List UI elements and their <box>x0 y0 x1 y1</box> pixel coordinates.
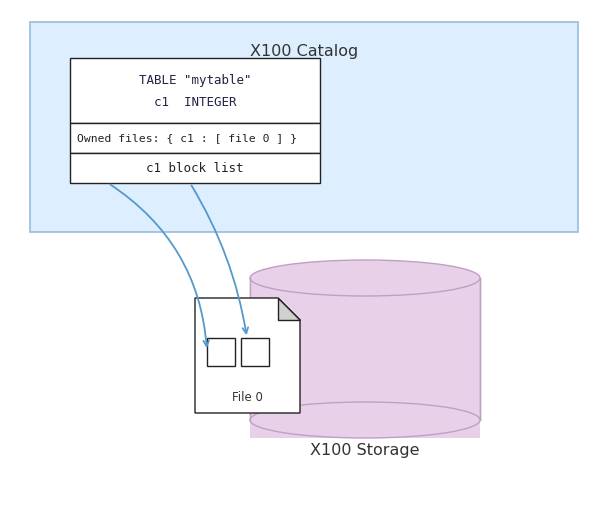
Ellipse shape <box>250 260 480 296</box>
Bar <box>70 123 320 153</box>
Polygon shape <box>278 298 300 320</box>
Bar <box>70 58 320 123</box>
Text: c1  INTEGER: c1 INTEGER <box>154 96 236 109</box>
Bar <box>70 153 320 183</box>
Text: X100 Storage: X100 Storage <box>310 443 420 458</box>
Bar <box>251 278 479 420</box>
Text: TABLE "mytable": TABLE "mytable" <box>139 74 251 87</box>
Text: File 0: File 0 <box>232 390 263 404</box>
Text: X100 Catalog: X100 Catalog <box>250 44 358 59</box>
Bar <box>250 278 480 438</box>
Ellipse shape <box>250 402 480 438</box>
Bar <box>207 338 235 366</box>
Text: c1 block list: c1 block list <box>146 161 244 174</box>
Bar <box>30 22 578 232</box>
Bar <box>241 338 269 366</box>
Polygon shape <box>195 298 300 413</box>
Text: Owned files: { c1 : [ file 0 ] }: Owned files: { c1 : [ file 0 ] } <box>77 133 297 143</box>
